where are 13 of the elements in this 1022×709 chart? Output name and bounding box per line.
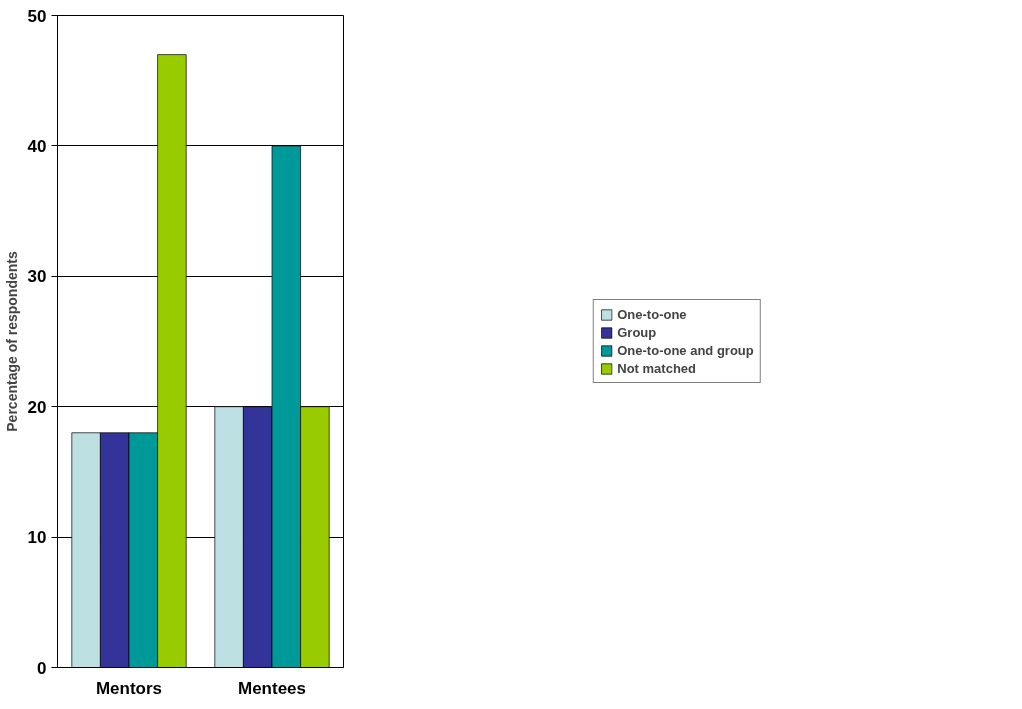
legend-label: Group [617,324,657,340]
y-tick-label: 30 [27,267,47,287]
y-tick-label: 0 [37,658,47,678]
y-tick-label: 40 [27,136,47,156]
y-tick-label: 20 [27,397,47,417]
legend-label: Not matched [617,360,696,376]
x-tick-label: Mentees [237,678,307,698]
y-tick-label: 10 [27,528,47,548]
y-tick-label: 50 [27,6,47,26]
legend-label: One-to-one and group [617,342,754,358]
legend-label: One-to-one [617,306,687,322]
x-tick-label: Mentors [95,678,163,698]
y-axis-title: Percentage of respondents [3,251,20,432]
